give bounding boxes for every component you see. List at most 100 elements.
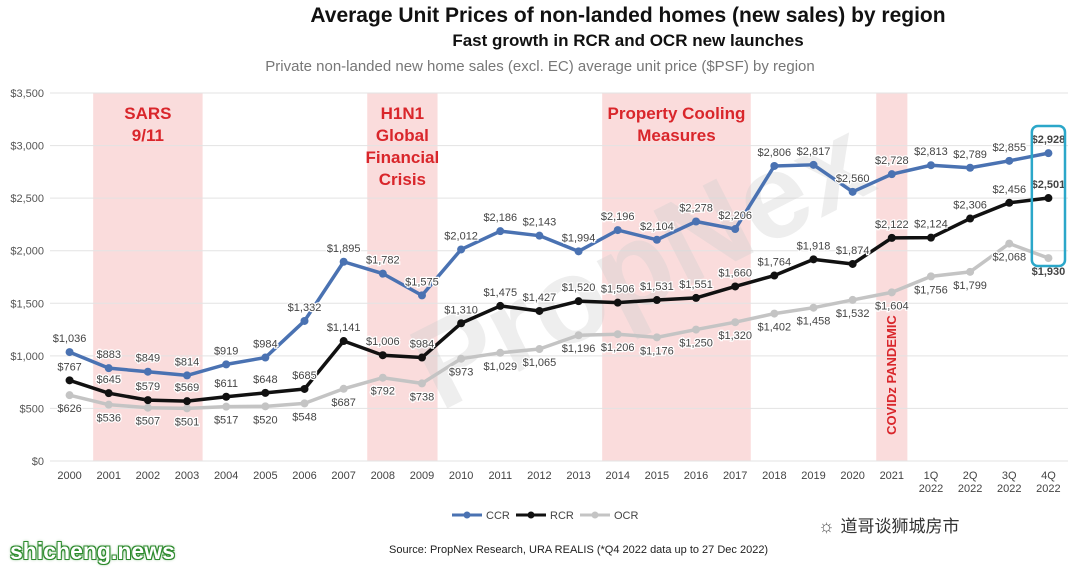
data-label-ocr: $1,029 — [483, 361, 517, 373]
legend-marker-rcr — [527, 511, 535, 519]
data-point-ocr — [848, 295, 857, 304]
data-point-ccr — [300, 316, 309, 325]
x-tick-label: 2014 — [605, 470, 629, 482]
data-point-ccr — [496, 227, 505, 236]
data-label-ccr: $1,994 — [562, 232, 596, 244]
site-watermark: shicheng.news — [10, 538, 175, 564]
data-point-ocr — [339, 384, 348, 393]
x-tick-label: 2009 — [410, 470, 434, 482]
x-tick-label: 2020 — [840, 470, 864, 482]
data-point-rcr — [926, 233, 935, 242]
wechat-icon: ☼ — [818, 516, 835, 536]
data-point-ocr — [926, 272, 935, 281]
data-point-rcr — [809, 255, 818, 264]
data-label-rcr: $611 — [214, 378, 238, 390]
data-point-rcr — [848, 259, 857, 268]
data-label-ccr: $1,895 — [327, 243, 361, 255]
source-note: Source: PropNex Research, URA REALIS (*Q… — [389, 544, 769, 556]
data-label-ocr: $517 — [214, 415, 238, 427]
x-tick-label: 2021 — [880, 470, 904, 482]
y-tick-label: $0 — [32, 456, 44, 468]
data-label-ocr: $1,320 — [718, 330, 752, 342]
annotation-label: Property Cooling Measures — [608, 104, 746, 145]
data-label-ccr: $1,782 — [366, 255, 400, 267]
data-point-rcr — [887, 233, 896, 242]
data-label-rcr: $1,006 — [366, 336, 400, 348]
data-label-rcr: $1,506 — [601, 284, 635, 296]
data-point-rcr — [535, 306, 544, 315]
data-point-ocr — [535, 345, 544, 354]
data-label-ccr: $2,104 — [640, 221, 674, 233]
data-point-ccr — [104, 364, 113, 373]
data-label-ocr: $973 — [449, 367, 473, 379]
data-label-ccr: $883 — [96, 349, 120, 361]
data-label-rcr: $579 — [136, 381, 160, 393]
series-line-ccr — [68, 151, 1049, 378]
data-point-ocr — [887, 288, 896, 297]
data-label-rcr: $767 — [57, 361, 81, 373]
data-point-ccr — [378, 269, 387, 278]
data-label-ocr: $1,532 — [836, 308, 870, 320]
data-point-rcr — [378, 351, 387, 360]
data-point-ccr — [731, 225, 740, 234]
data-label-ocr: $1,799 — [953, 280, 987, 292]
data-label-ccr: $2,143 — [523, 217, 557, 229]
data-point-ccr — [1044, 149, 1053, 158]
data-point-ccr — [339, 257, 348, 266]
y-tick-label: $1,500 — [10, 298, 44, 310]
data-label-ocr: $2,068 — [992, 252, 1026, 264]
data-point-rcr — [104, 389, 113, 398]
data-label-rcr: $2,501 — [1032, 179, 1066, 191]
legend-marker-ccr — [463, 511, 471, 519]
x-tick-label: 3Q 2022 — [997, 470, 1021, 495]
y-tick-label: $3,500 — [10, 88, 44, 100]
data-label-ocr: $1,065 — [523, 357, 557, 369]
data-label-ccr: $849 — [136, 353, 160, 365]
data-label-ocr: $1,604 — [875, 300, 909, 312]
data-point-rcr — [183, 397, 192, 406]
data-point-rcr — [613, 298, 622, 307]
data-label-ocr: $520 — [253, 414, 277, 426]
data-label-ccr: $2,928 — [1032, 134, 1066, 146]
data-point-ccr — [809, 160, 818, 169]
data-label-rcr: $569 — [175, 382, 199, 394]
annotation-band — [876, 93, 908, 461]
data-point-ccr — [848, 187, 857, 196]
data-point-ccr — [1005, 156, 1014, 165]
data-point-ocr — [613, 330, 622, 339]
data-point-ccr — [574, 247, 583, 256]
data-point-ccr — [65, 348, 74, 357]
data-point-ccr — [966, 163, 975, 172]
data-label-ccr: $2,813 — [914, 146, 948, 158]
data-point-rcr — [457, 319, 466, 328]
x-tick-label: 4Q 2022 — [1036, 470, 1060, 495]
data-point-rcr — [1044, 194, 1053, 203]
data-point-rcr — [261, 388, 270, 397]
legend-marker-ocr — [591, 511, 599, 519]
chart-title: Average Unit Prices of non-landed homes … — [310, 4, 946, 27]
data-label-ccr: $2,855 — [992, 142, 1026, 154]
y-tick-label: $2,500 — [10, 193, 44, 205]
y-tick-label: $1,000 — [10, 351, 44, 363]
data-label-ocr: $1,176 — [640, 345, 674, 357]
x-tick-label: 2011 — [488, 470, 512, 482]
data-point-rcr — [300, 384, 309, 393]
legend-label-ocr: OCR — [614, 510, 639, 522]
y-tick-label: $3,000 — [10, 141, 44, 153]
data-point-ccr — [143, 367, 152, 376]
x-tick-label: 2017 — [723, 470, 747, 482]
data-point-ocr — [457, 354, 466, 363]
data-label-ocr: $1,458 — [797, 316, 831, 328]
data-label-ccr: $2,012 — [444, 230, 478, 242]
x-tick-label: 1Q 2022 — [919, 470, 943, 495]
data-point-ocr — [692, 325, 701, 334]
legend-label-rcr: RCR — [550, 510, 574, 522]
data-point-rcr — [731, 282, 740, 291]
data-point-rcr — [966, 214, 975, 223]
data-point-ccr — [652, 235, 661, 244]
data-label-ocr: $1,930 — [1032, 266, 1066, 278]
x-tick-label: 2015 — [645, 470, 669, 482]
data-point-rcr — [692, 293, 701, 302]
data-label-ocr: $1,206 — [601, 342, 635, 354]
